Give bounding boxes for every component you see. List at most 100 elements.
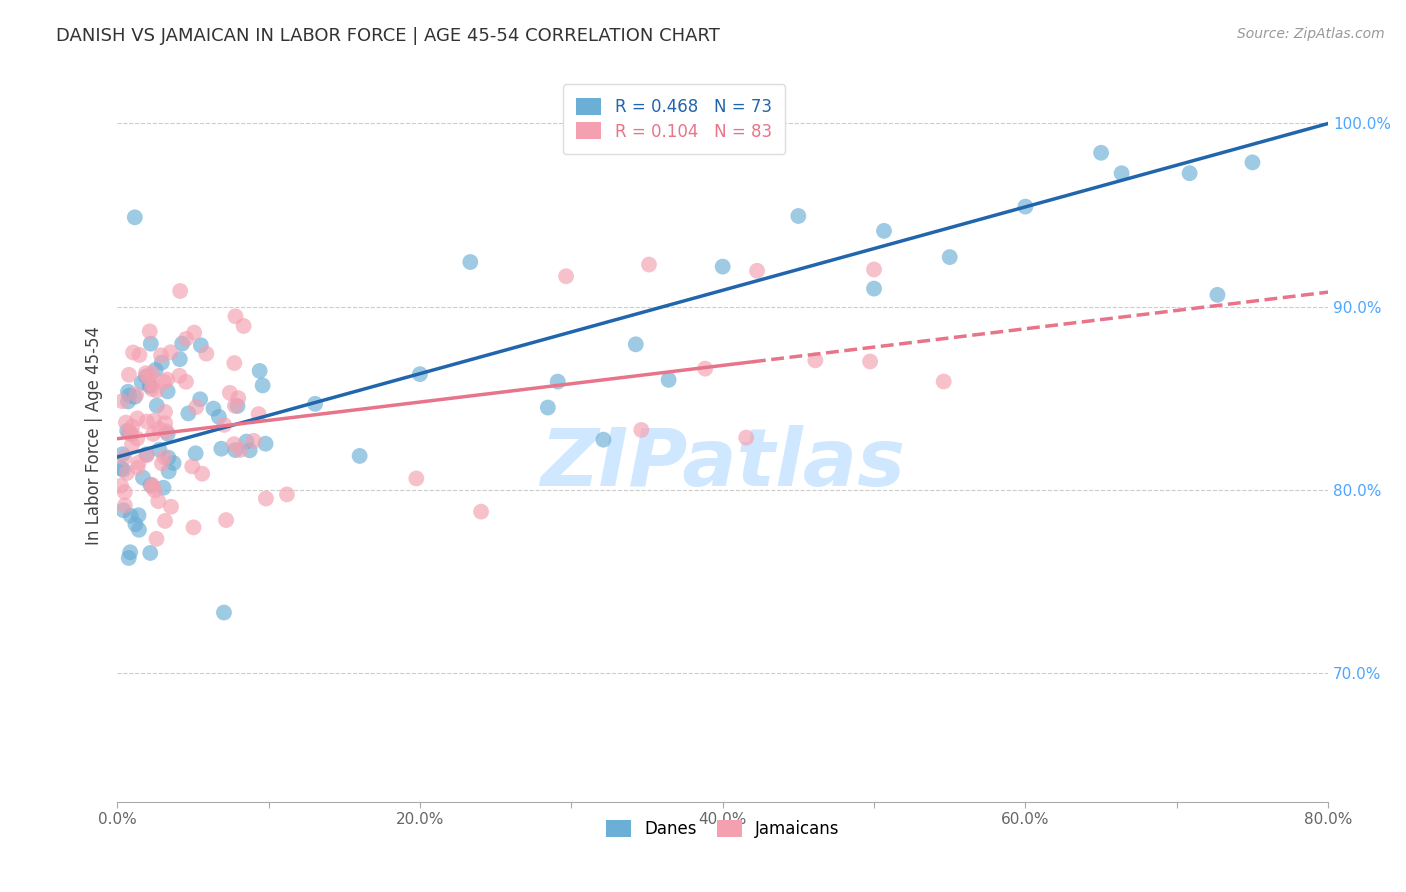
Point <box>139 336 162 351</box>
Point <box>254 436 277 450</box>
Point <box>139 379 162 393</box>
Point <box>169 284 191 298</box>
Point <box>938 250 960 264</box>
Point <box>224 399 246 413</box>
Point <box>239 443 262 458</box>
Point <box>624 337 647 351</box>
Point <box>135 366 157 380</box>
Point <box>148 422 170 436</box>
Point <box>156 384 179 399</box>
Point <box>155 425 177 439</box>
Point <box>114 499 136 513</box>
Point <box>547 375 569 389</box>
Point <box>139 478 162 492</box>
Point <box>181 459 204 474</box>
Point <box>135 447 157 461</box>
Point <box>409 367 432 381</box>
Point <box>215 513 238 527</box>
Point <box>555 269 578 284</box>
Point <box>188 392 211 407</box>
Point <box>186 400 208 414</box>
Point <box>658 373 681 387</box>
Point <box>111 394 134 409</box>
Point <box>160 500 183 514</box>
Point <box>304 397 326 411</box>
Point <box>232 318 254 333</box>
Point <box>128 508 150 523</box>
Point <box>172 336 194 351</box>
Legend: Danes, Jamaicans: Danes, Jamaicans <box>599 813 846 845</box>
Point <box>120 508 142 523</box>
Point <box>146 399 169 413</box>
Point <box>191 467 214 481</box>
Point <box>224 356 246 370</box>
Point <box>157 465 180 479</box>
Point <box>136 448 159 462</box>
Point <box>349 449 371 463</box>
Point <box>212 417 235 432</box>
Point <box>711 260 734 274</box>
Point <box>1241 155 1264 169</box>
Point <box>120 545 142 559</box>
Point <box>153 416 176 430</box>
Point <box>150 355 173 369</box>
Point <box>695 361 717 376</box>
Point <box>1178 166 1201 180</box>
Point <box>118 551 141 566</box>
Point <box>150 456 173 470</box>
Point <box>131 376 153 390</box>
Point <box>183 520 205 534</box>
Point <box>145 363 167 377</box>
Point <box>247 407 270 421</box>
Point <box>242 434 264 448</box>
Point <box>153 375 176 389</box>
Point <box>141 366 163 380</box>
Point <box>118 425 141 440</box>
Point <box>226 399 249 413</box>
Point <box>1014 200 1036 214</box>
Text: DANISH VS JAMAICAN IN LABOR FORCE | AGE 45-54 CORRELATION CHART: DANISH VS JAMAICAN IN LABOR FORCE | AGE … <box>56 27 720 45</box>
Point <box>458 255 481 269</box>
Point <box>224 310 246 324</box>
Point <box>226 391 249 405</box>
Point <box>863 262 886 277</box>
Point <box>156 373 179 387</box>
Point <box>157 450 180 465</box>
Point <box>128 456 150 470</box>
Point <box>141 480 163 494</box>
Point <box>143 483 166 498</box>
Point <box>145 532 167 546</box>
Point <box>127 432 149 446</box>
Point <box>115 466 138 480</box>
Point <box>135 369 157 384</box>
Point <box>153 450 176 465</box>
Point <box>212 606 235 620</box>
Point <box>110 478 132 492</box>
Point <box>630 423 652 437</box>
Point <box>142 426 165 441</box>
Point <box>162 456 184 470</box>
Point <box>235 434 257 449</box>
Point <box>470 505 492 519</box>
Point <box>127 411 149 425</box>
Point <box>148 494 170 508</box>
Point <box>145 384 167 398</box>
Point <box>141 382 163 396</box>
Point <box>136 370 159 384</box>
Point <box>112 503 135 517</box>
Y-axis label: In Labor Force | Age 45-54: In Labor Force | Age 45-54 <box>86 326 103 544</box>
Point <box>195 346 218 360</box>
Point <box>115 424 138 438</box>
Point <box>127 460 149 475</box>
Point <box>117 384 139 399</box>
Point <box>638 258 661 272</box>
Point <box>174 332 197 346</box>
Point <box>218 385 240 400</box>
Point <box>128 348 150 362</box>
Point <box>169 368 191 383</box>
Point <box>124 211 146 225</box>
Point <box>169 352 191 367</box>
Point <box>111 447 134 461</box>
Point <box>229 442 252 457</box>
Point <box>114 485 136 500</box>
